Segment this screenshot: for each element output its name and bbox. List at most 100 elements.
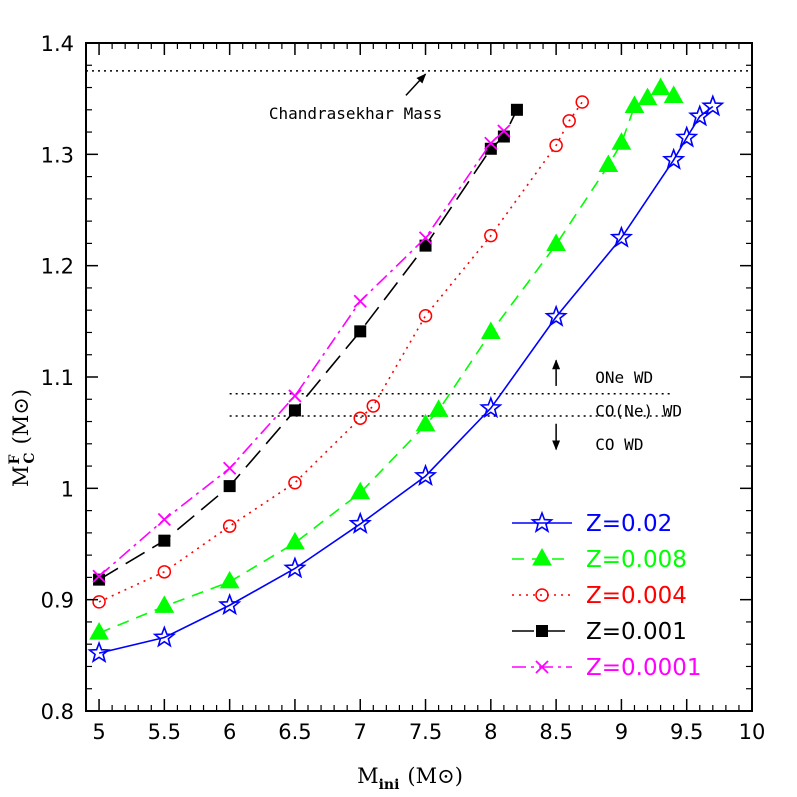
data-point-star [661,147,686,170]
legend-label: Z=0.02 [586,511,672,537]
data-point-square [288,404,301,417]
data-point-star [348,511,372,534]
data-point-cross [223,461,237,475]
data-point-square [419,239,432,252]
data-point-star [544,304,568,327]
legend-label: Z=0.008 [586,547,687,573]
data-point-square [497,130,510,143]
plot-area [85,42,753,712]
annotation-text: CO(Ne) WD [595,401,682,420]
annotation-arrow [405,73,427,96]
data-point-cross [484,136,498,150]
data-point-circle [549,138,563,153]
y-tick-label: 1 [61,477,74,501]
x-tick-label: 9 [615,720,628,744]
data-point-circle [92,595,106,609]
y-tick-label: 1.4 [41,32,74,56]
x-tick-label: 7 [354,720,367,744]
x-tick-label: 7.5 [409,720,442,744]
legend-entry: Z=0.0001 [512,655,702,681]
y-axis-title-main: M [9,466,33,488]
y-axis-title-sub: C [22,452,38,463]
data-point-circle [535,588,549,602]
y-tick-label: 1.3 [41,143,74,167]
x-tick-label: 6.5 [278,720,311,744]
tick-labels: 5 5.5 6 6.5 7 7.5 8 8.5 9 9.5 10 0.8 0.9 1 1.1 1.2 1.3 1.… [41,32,766,744]
data-point-triangle [154,595,175,613]
data-point-circle [222,519,237,533]
series-1 [89,77,684,640]
data-point-triangle [89,622,109,640]
data-point-triangle [350,481,371,500]
series-4 [92,124,511,583]
x-axis-title-sub: ini [379,777,400,793]
data-point-triangle [598,154,619,172]
x-tick-label: 8 [484,720,497,744]
y-axis-title: MFC (M⊙) [7,389,38,487]
data-point-cross [353,294,367,308]
legend-entry: Z=0.008 [512,547,687,573]
y-tick-label: 1.1 [41,366,74,390]
data-point-circle [353,411,367,425]
data-point-square [354,325,367,338]
x-tick-label: 5 [92,720,105,744]
data-point-circle [562,114,576,128]
legend-label: Z=0.001 [586,619,687,645]
x-tick-label: 8.5 [539,720,572,744]
data-point-star [609,225,634,248]
series-line [98,105,714,654]
series-group [87,77,725,664]
data-point-triangle [219,570,240,589]
x-tick-label: 9.5 [670,720,703,744]
y-axis-title-sup: F [7,455,23,465]
data-point-cross [157,512,171,527]
data-point-cross [535,660,549,674]
data-point-star [87,640,111,664]
data-point-triangle [480,321,501,339]
x-tick-label: 6 [223,720,236,744]
legend-entry: Z=0.001 [512,619,687,645]
data-point-square [510,103,523,116]
data-point-cross [288,389,302,403]
series-line [98,101,583,603]
data-point-cross [497,124,511,138]
data-point-cross [92,569,106,583]
series-line [98,130,505,577]
data-point-star [283,556,307,579]
legend-entry: Z=0.02 [512,510,672,537]
annotation-text: ONe WD [595,368,653,387]
x-tick-label: 5.5 [148,720,181,744]
data-point-triangle [637,87,658,106]
data-point-triangle [532,547,552,566]
y-tick-label: 0.9 [41,589,74,613]
data-point-cross [418,231,433,245]
data-point-star [152,625,177,648]
annotations: Chandrasekhar Mass ONe WD CO(Ne) WD CO WD [269,73,682,454]
data-point-star [413,463,438,487]
y-tick-label: 1.2 [41,255,74,279]
series-2 [92,95,589,609]
data-point-triangle [415,413,436,432]
data-point-circle [157,565,172,579]
x-axis-title-unit: (M⊙) [407,764,462,788]
y-axis-title-unit: (M⊙) [9,389,33,444]
data-point-star [479,395,503,419]
data-point-star [217,592,242,616]
series-line [98,109,518,581]
data-point-circle [575,95,589,109]
data-point-star [701,94,725,117]
axis-ticks [86,42,753,712]
data-point-triangle [285,531,305,550]
series-3 [93,103,523,586]
data-point-circle [288,476,302,490]
legend-label: Z=0.004 [586,583,687,609]
y-tick-label: 0.8 [41,700,74,724]
legend-entry: Z=0.004 [512,583,687,609]
data-point-triangle [663,85,684,103]
annotation-text: CO WD [595,435,643,454]
data-point-circle [484,228,498,243]
data-point-star [675,125,699,148]
data-point-triangle [428,399,449,417]
data-point-square [223,480,236,493]
